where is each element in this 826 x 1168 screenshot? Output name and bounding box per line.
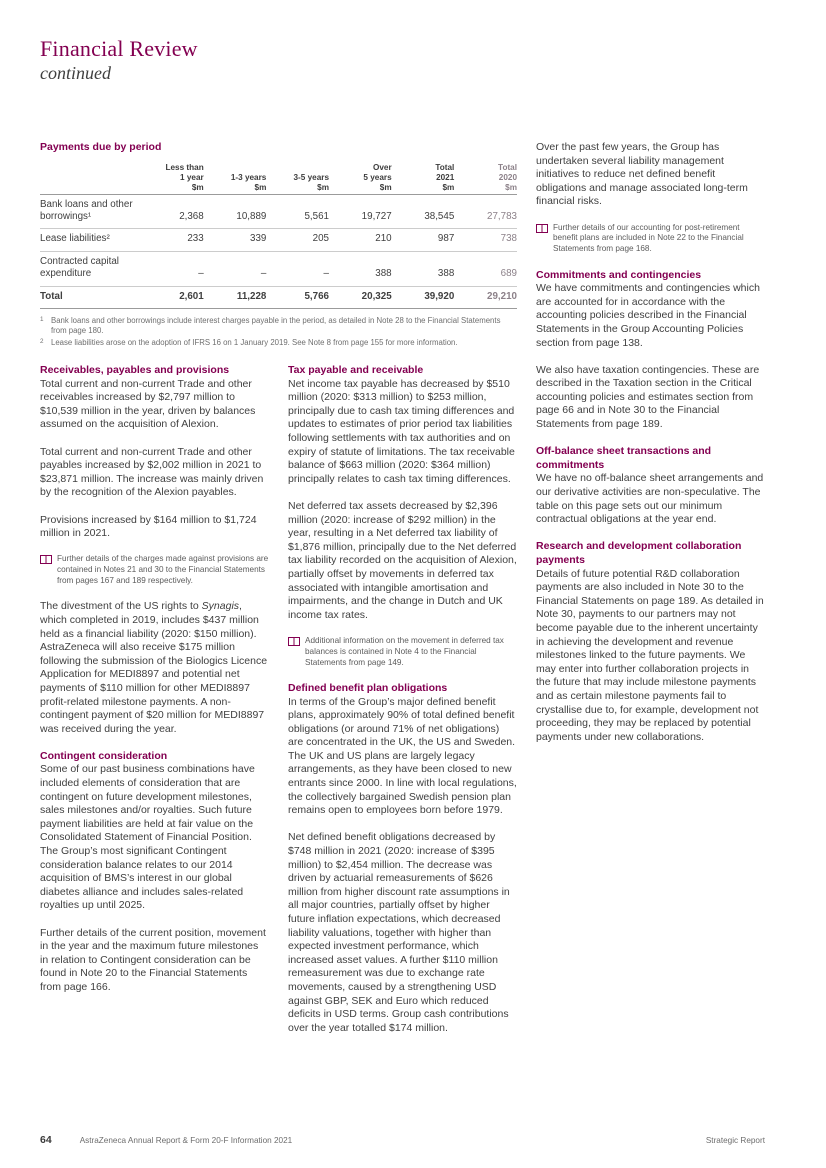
- footnote: 2 Lease liabilities arose on the adoption…: [40, 338, 517, 348]
- footer-section-label: Strategic Report: [705, 1136, 765, 1145]
- column-header: Less than 1 year $m: [165, 163, 204, 193]
- cell-value: –: [260, 268, 267, 280]
- table-corner-cell: [40, 163, 141, 194]
- cell-value: 987: [437, 233, 455, 245]
- paragraph: Further details of the current position,…: [40, 926, 266, 993]
- table-row: Lease liabilities² 233 339 205 210 987 738: [40, 229, 517, 252]
- text-column-3: Over the past few years, the Group has u…: [536, 141, 765, 1049]
- footnote-marker: 2: [40, 338, 44, 346]
- section-heading: Defined benefit plan obligations: [288, 681, 448, 694]
- row-label: Contracted capital expenditure: [40, 255, 119, 280]
- row-label: Total: [40, 290, 63, 302]
- section-heading: Research and development collaboration p…: [536, 540, 742, 567]
- text-column-2: Tax payable and receivable Net income tax…: [288, 364, 517, 1049]
- cell-value: 5,561: [304, 211, 329, 223]
- page-number: 64: [40, 1134, 52, 1146]
- cell-value: 388: [375, 268, 392, 280]
- column-header: Total 2020 $m: [498, 163, 517, 193]
- table-row: Bank loans and other borrowings¹ 2,368 10,…: [40, 194, 517, 229]
- cell-value: 19,727: [361, 211, 392, 223]
- cell-value: 38,545: [424, 211, 455, 223]
- table-row: Contracted capital expenditure – – – 388 388 6…: [40, 251, 517, 287]
- cell-value: 10,889: [236, 211, 267, 223]
- table-header-row: Less than 1 year $m 1-3 years $m 3-5 years $m O…: [40, 163, 517, 195]
- cell-value: 29,210: [487, 290, 517, 302]
- payments-due-section: Payments due by period Less than 1 year $m…: [40, 141, 517, 348]
- paragraph: Total current and non-current Trade and …: [40, 445, 264, 499]
- page-title: Financial Review: [40, 36, 198, 61]
- paragraph: In terms of the Group’s major defined be…: [288, 695, 517, 817]
- paragraph: We have no off-balance sheet arrangement…: [536, 472, 764, 526]
- paragraph: Details of future potential R&D collabor…: [536, 567, 764, 743]
- note-text: Additional information on the movement i…: [305, 635, 504, 667]
- section-heading: Receivables, payables and provisions: [40, 364, 230, 377]
- cell-value: 2,601: [179, 290, 204, 302]
- paragraph: We also have taxation contingencies. The…: [536, 363, 760, 431]
- column-header: Total 2021 $m: [435, 163, 455, 193]
- table-body: Bank loans and other borrowings¹ 2,368 10,…: [40, 194, 517, 309]
- cell-value: 39,920: [424, 290, 455, 302]
- paragraph: Total current and non-current Trade and …: [40, 377, 256, 431]
- cell-value: –: [198, 268, 204, 280]
- open-book-icon: [536, 223, 553, 255]
- paragraph: The divestment of the US rights to Synag…: [40, 600, 268, 735]
- cell-value: 689: [500, 268, 517, 280]
- row-label: Lease liabilities²: [40, 233, 110, 245]
- cell-value: 738: [500, 233, 517, 245]
- paragraph: Some of our past business combinations h…: [40, 763, 255, 912]
- table-footnotes: 1 Bank loans and other borrowings include…: [40, 316, 517, 348]
- cell-value: 20,325: [361, 290, 392, 302]
- table-row: Total 2,601 11,228 5,766 20,325 39,920 29,210: [40, 286, 517, 309]
- section-heading: Commitments and contingencies: [536, 268, 702, 281]
- open-book-icon: [288, 636, 305, 668]
- table-title: Payments due by period: [40, 141, 162, 153]
- note-callout: Additional information on the movement i…: [288, 636, 517, 668]
- footnote-text: Lease liabilities arose on the adoption …: [51, 338, 458, 348]
- note-text: Further details of our accounting for po…: [553, 222, 744, 254]
- cell-value: 210: [375, 233, 392, 245]
- cell-value: 27,783: [487, 211, 517, 223]
- page-body: Payments due by period Less than 1 year $m…: [40, 141, 765, 1049]
- left-region: Payments due by period Less than 1 year $m…: [40, 141, 517, 1049]
- note-text: Further details of the charges made agai…: [57, 554, 269, 585]
- text-columns: Receivables, payables and provisions Tota…: [40, 364, 517, 1049]
- cell-value: –: [323, 268, 329, 280]
- page-footer: 64 AstraZeneca Annual Report & Form 20-F…: [40, 1134, 765, 1146]
- cell-value: 11,228: [236, 290, 267, 302]
- page-header: Financial Review continued: [40, 36, 826, 84]
- footnote: 1 Bank loans and other borrowings include…: [40, 316, 517, 336]
- paragraph: We have commitments and contingencies wh…: [536, 282, 760, 349]
- cell-value: 339: [250, 233, 267, 245]
- cell-value: 233: [187, 233, 204, 245]
- text-column-1: Receivables, payables and provisions Tota…: [40, 364, 269, 1049]
- column-header: Over 5 years $m: [363, 163, 392, 193]
- paragraph: Provisions increased by $164 million to …: [40, 513, 257, 540]
- page-subtitle: continued: [40, 63, 111, 83]
- footnote-marker: 1: [40, 316, 44, 324]
- payments-due-table: Less than 1 year $m 1-3 years $m 3-5 years $m O…: [40, 163, 517, 309]
- note-callout: Further details of our accounting for po…: [536, 223, 765, 255]
- note-callout: Further details of the charges made agai…: [40, 554, 269, 586]
- cell-value: 2,368: [179, 211, 204, 223]
- paragraph: Over the past few years, the Group has u…: [536, 141, 748, 208]
- cell-value: 388: [437, 268, 455, 280]
- open-book-icon: [40, 554, 57, 586]
- section-heading: Off-balance sheet transactions and commi…: [536, 445, 712, 471]
- cell-value: 205: [312, 233, 329, 245]
- section-heading: Tax payable and receivable: [288, 364, 424, 377]
- paragraph: Net deferred tax assets decreased by $2,…: [288, 499, 517, 621]
- row-label: Bank loans and other borrowings¹: [40, 198, 133, 223]
- paragraph: Net defined benefit obligations decrease…: [288, 831, 510, 1034]
- footer-report-title: AstraZeneca Annual Report & Form 20-F In…: [79, 1136, 293, 1145]
- column-header: 1-3 years $m: [230, 173, 267, 193]
- footnote-text: Bank loans and other borrowings include …: [51, 316, 501, 336]
- section-heading: Contingent consideration: [40, 749, 168, 762]
- paragraph: Net income tax payable has decreased by …: [288, 377, 515, 485]
- cell-value: 5,766: [304, 290, 329, 302]
- column-header: 3-5 years $m: [293, 173, 329, 193]
